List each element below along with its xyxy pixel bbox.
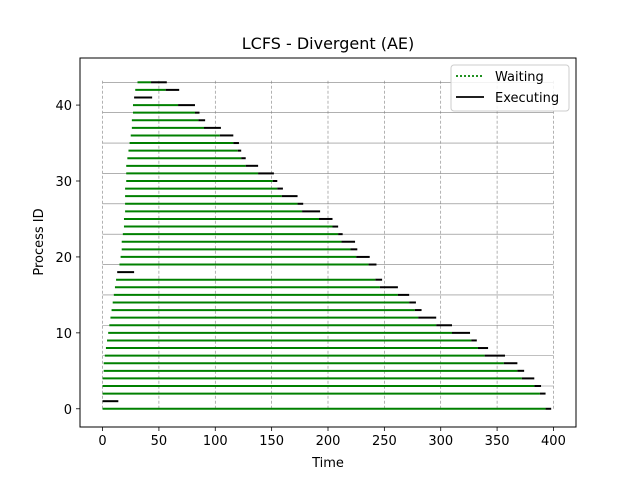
legend: Waiting Executing (450, 64, 570, 112)
x-tick-label: 350 (485, 434, 510, 449)
x-tick-label: 400 (541, 434, 566, 449)
y-ticks: 0 10 20 30 40 (55, 99, 80, 418)
x-ticks: 0 50 100 150 200 250 300 350 400 (98, 427, 566, 449)
y-axis-label: Process ID (32, 208, 47, 275)
y-tick-label: 10 (55, 327, 72, 342)
x-tick-label: 150 (259, 434, 284, 449)
x-tick-label: 250 (372, 434, 397, 449)
x-tick-label: 300 (428, 434, 453, 449)
y-tick-label: 30 (55, 175, 72, 190)
x-tick-label: 100 (203, 434, 228, 449)
legend-waiting-label: Waiting (495, 70, 544, 85)
y-tick-label: 20 (55, 251, 72, 266)
x-tick-label: 0 (98, 434, 106, 449)
y-tick-label: 40 (55, 99, 72, 114)
x-tick-label: 50 (151, 434, 168, 449)
x-axis-label: Time (311, 456, 344, 471)
chart-title: LCFS - Divergent (AE) (242, 34, 415, 53)
x-tick-label: 200 (316, 434, 341, 449)
bars (102, 81, 552, 410)
y-tick-label: 0 (64, 403, 72, 418)
legend-executing-label: Executing (495, 91, 559, 106)
